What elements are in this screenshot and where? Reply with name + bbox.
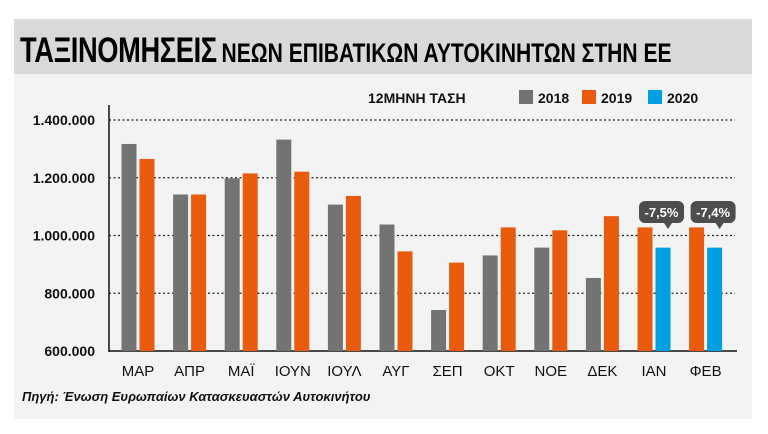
legend-swatch-2019: [582, 90, 596, 104]
bar-2019: [345, 195, 361, 351]
chart-title: ΤΑΞΙΝΟΜΗΣΕΙΣ ΝΕΩΝ ΕΠΙΒΑΤΙΚΩΝ ΑΥΤΟΚΙΝΗΤΩΝ …: [20, 31, 672, 71]
bar-2019: [294, 171, 310, 351]
bar-2018: [534, 247, 550, 351]
y-tick-label: 800.000: [44, 285, 95, 301]
bar-2019: [397, 251, 413, 351]
legend-swatch-2018: [519, 90, 533, 104]
bar-2020: [707, 247, 723, 351]
x-tick-label: ΜΑΪ: [228, 363, 256, 380]
y-tick-label: 1.000.000: [33, 228, 95, 244]
bar-2019: [552, 230, 568, 351]
bar-2018: [482, 255, 498, 351]
x-tick-label: ΔΕΚ: [587, 363, 617, 380]
annotation-pointer: [664, 223, 672, 229]
y-tick-label: 600.000: [44, 343, 95, 359]
bar-2018: [121, 143, 137, 351]
chart-panel: [14, 19, 752, 419]
annotation-label: -7,5%: [645, 205, 679, 220]
bar-2019: [242, 173, 258, 351]
x-tick-label: ΝΟΕ: [535, 363, 568, 380]
annotation-label: -7,4%: [696, 205, 730, 220]
x-tick-label: ΑΥΓ: [382, 363, 409, 380]
bar-2018: [585, 277, 601, 351]
legend-label: 2018: [538, 90, 569, 106]
source-note: Πηγή: Ένωση Ευρωπαίων Κατασκευαστών Αυτο…: [22, 389, 371, 404]
bar-2019: [191, 194, 207, 351]
bar-2018: [224, 178, 240, 351]
annotation-bubble: [639, 201, 684, 223]
x-tick-label: ΙΟΥΛ: [327, 363, 361, 380]
legend-swatch-2020: [648, 90, 662, 104]
bar-2019: [139, 158, 155, 351]
bar-2019: [637, 227, 653, 351]
x-tick-label: ΜΑΡ: [122, 363, 155, 380]
annotation-bubble: [690, 201, 736, 223]
legend-label: 2020: [667, 90, 698, 106]
bar-2018: [431, 309, 447, 351]
title-bar: [14, 19, 752, 74]
bar-2019: [500, 227, 516, 351]
bar-2018: [173, 194, 189, 351]
y-tick-label: 1.200.000: [33, 170, 95, 186]
legend-label: 2019: [601, 90, 632, 106]
title-main: ΤΑΞΙΝΟΜΗΣΕΙΣ: [20, 31, 217, 70]
bar-2018: [276, 139, 292, 351]
bar-2019: [449, 262, 465, 351]
bar-2019: [603, 216, 619, 351]
x-tick-label: ΦΕΒ: [690, 363, 722, 380]
bar-2018: [379, 224, 395, 351]
legend-title: 12ΜΗΝΗ ΤΑΣΗ: [368, 90, 466, 106]
x-tick-label: ΙΑΝ: [641, 363, 666, 380]
bar-2020: [655, 247, 671, 351]
bar-2018: [327, 204, 343, 351]
x-tick-label: ΑΠΡ: [174, 363, 205, 380]
x-tick-label: ΣΕΠ: [433, 363, 463, 380]
title-sub: ΝΕΩΝ ΕΠΙΒΑΤΙΚΩΝ ΑΥΤΟΚΙΝΗΤΩΝ ΣΤΗΝ ΕΕ: [221, 38, 672, 68]
y-tick-label: 1.400.000: [33, 112, 95, 128]
annotation-pointer: [715, 223, 724, 229]
x-tick-label: ΙΟΥΝ: [275, 363, 311, 380]
bar-2019: [689, 227, 705, 351]
x-tick-label: ΟΚΤ: [484, 363, 515, 380]
